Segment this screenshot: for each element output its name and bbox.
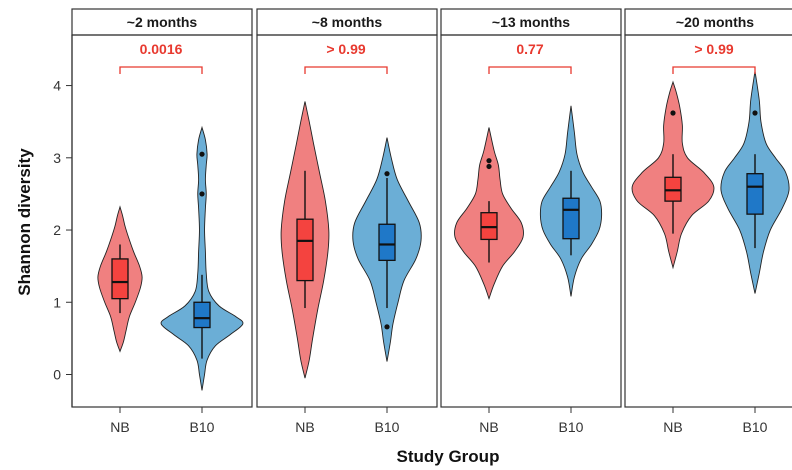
x-tick-label: B10 bbox=[190, 419, 215, 435]
facet-strip bbox=[256, 8, 438, 36]
outlier-point bbox=[199, 151, 205, 157]
outlier-point bbox=[752, 110, 758, 116]
outlier-point bbox=[486, 158, 492, 164]
outlier-point bbox=[670, 110, 676, 116]
box-iqr bbox=[193, 301, 211, 329]
y-axis-title: Shannon diversity bbox=[15, 148, 34, 296]
facet-panel: ~8 months NB B10 > 0.99 bbox=[256, 8, 438, 435]
significance-bracket bbox=[304, 66, 388, 74]
p-value-label: 0.77 bbox=[516, 41, 543, 57]
p-value-label: > 0.99 bbox=[326, 41, 366, 57]
x-tick-label: B10 bbox=[743, 419, 768, 435]
violin-b10 bbox=[160, 125, 244, 391]
facet-label: ~20 months bbox=[676, 14, 754, 30]
box-iqr bbox=[111, 258, 129, 300]
panel-border bbox=[71, 34, 253, 408]
panel-border bbox=[440, 34, 622, 408]
y-tick-label: 2 bbox=[53, 222, 61, 238]
box-iqr bbox=[296, 218, 314, 282]
p-value-label: > 0.99 bbox=[694, 41, 734, 57]
facet-panel: ~20 months NB B10 > 0.99 bbox=[624, 8, 792, 435]
facet-label: ~2 months bbox=[127, 14, 198, 30]
outlier-point bbox=[199, 191, 205, 197]
x-tick-label: NB bbox=[295, 419, 314, 435]
significance-bracket bbox=[488, 66, 572, 74]
y-tick-label: 4 bbox=[53, 78, 61, 94]
violin-nb bbox=[454, 127, 524, 301]
violin-nb bbox=[280, 101, 330, 379]
violin-b10 bbox=[539, 105, 603, 297]
violin-shape bbox=[160, 125, 244, 391]
box-iqr bbox=[746, 173, 764, 215]
y-tick-label: 0 bbox=[53, 366, 61, 382]
facet-panel: ~2 months NB B10 0.0016 bbox=[71, 8, 253, 435]
violin-nb bbox=[631, 80, 715, 270]
panel-border bbox=[256, 34, 438, 408]
facet-label: ~13 months bbox=[492, 14, 570, 30]
x-tick-label: NB bbox=[110, 419, 129, 435]
panel-border bbox=[624, 34, 792, 408]
violin-b10 bbox=[352, 137, 422, 362]
outlier-point bbox=[384, 324, 390, 330]
x-tick-label: B10 bbox=[375, 419, 400, 435]
significance-bracket bbox=[119, 66, 203, 74]
x-axis-title: Study Group bbox=[397, 447, 500, 466]
y-tick-label: 3 bbox=[53, 150, 61, 166]
x-tick-label: B10 bbox=[559, 419, 584, 435]
box-iqr bbox=[378, 223, 396, 262]
facet-strip bbox=[624, 8, 792, 36]
box-iqr bbox=[562, 197, 580, 240]
outlier-point bbox=[486, 163, 492, 170]
facet-strip bbox=[440, 8, 622, 36]
facet-panel: ~13 months NB B10 0.77 bbox=[440, 8, 622, 435]
violin-nb bbox=[97, 205, 143, 353]
facet-label: ~8 months bbox=[312, 14, 383, 30]
significance-bracket bbox=[672, 66, 756, 74]
facet-panels: ~2 months NB B10 0.0016 ~8 months NB B10 > 0.99… bbox=[71, 8, 792, 435]
y-tick-label: 1 bbox=[53, 294, 61, 310]
y-axis: 0 1 2 3 4 bbox=[53, 35, 73, 407]
outlier-point bbox=[384, 171, 390, 177]
violin-b10 bbox=[720, 71, 790, 294]
x-tick-label: NB bbox=[479, 419, 498, 435]
x-tick-label: NB bbox=[663, 419, 682, 435]
p-value-label: 0.0016 bbox=[140, 41, 183, 57]
